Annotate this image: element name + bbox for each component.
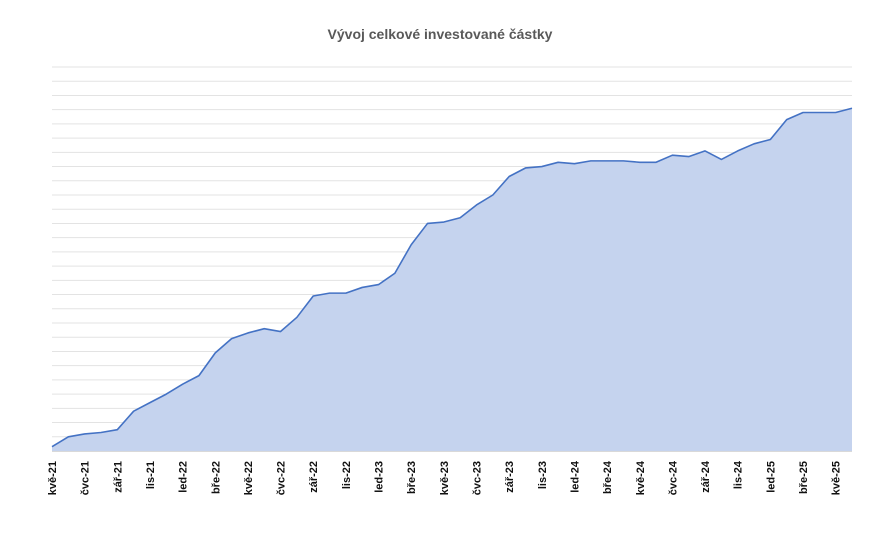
series-area — [52, 108, 852, 452]
x-tick-label: kvě-25 — [831, 461, 843, 495]
x-tick-label: čvc-22 — [276, 461, 288, 495]
x-tick-labels: kvě-21 čvc-21 zář-21 lis-21 led-22 bře-22 kvě-… — [47, 460, 843, 495]
x-tick-label: zář-22 — [308, 461, 320, 493]
x-tick-label: bře-25 — [798, 461, 810, 494]
x-tick-label: led-25 — [765, 461, 777, 493]
series-line — [51, 107, 853, 448]
x-tick-label: kvě-21 — [47, 461, 59, 495]
x-tick-label: bře-23 — [406, 461, 418, 494]
x-tick-label: led-22 — [178, 461, 190, 493]
x-tick-label: čvc-21 — [80, 461, 92, 495]
x-tick-label: led-23 — [374, 461, 386, 493]
x-tick-label: bře-24 — [602, 460, 614, 494]
chart-title: Vývoj celkové investované částky — [327, 26, 553, 42]
x-tick-label: čvc-24 — [667, 460, 679, 495]
x-tick-label: bře-22 — [210, 461, 222, 494]
x-tick-label: zář-24 — [700, 460, 712, 493]
x-tick-label: lis-22 — [341, 461, 353, 489]
x-tick-label: čvc-23 — [471, 461, 483, 495]
x-tick-label: zář-21 — [112, 461, 124, 493]
x-tick-label: kvě-24 — [635, 460, 647, 495]
x-tick-label: lis-24 — [733, 460, 745, 489]
x-tick-label: lis-21 — [145, 461, 157, 489]
x-tick-label: kvě-22 — [243, 461, 255, 495]
x-tick-label: lis-23 — [537, 461, 549, 489]
x-tick-label: led-24 — [569, 460, 581, 493]
x-tick-label: kvě-23 — [439, 461, 451, 495]
x-tick-label: zář-23 — [504, 461, 516, 493]
